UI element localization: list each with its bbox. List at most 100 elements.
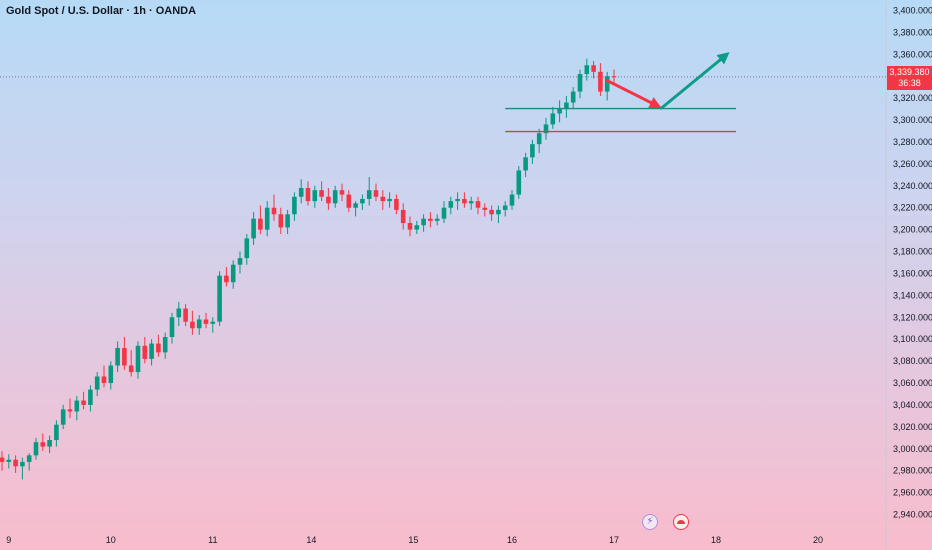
candle-body [591, 65, 596, 72]
candle-body [210, 321, 216, 324]
candle-body [224, 275, 229, 283]
y-tick-label: 3,180.000 [893, 247, 932, 257]
candle-body [190, 321, 195, 329]
candle-body [502, 205, 508, 210]
candle-body [550, 113, 556, 125]
annotation-arrows[interactable] [605, 52, 730, 110]
candle-body [604, 76, 610, 92]
candle-body [40, 442, 46, 447]
candle-body [312, 190, 318, 202]
candle-body [6, 459, 12, 462]
horizontal-levels[interactable] [505, 107, 736, 133]
candle-body [598, 71, 603, 92]
y-tick-label: 3,120.000 [893, 312, 932, 322]
y-tick-label: 3,240.000 [893, 181, 932, 191]
y-tick-label: 3,020.000 [893, 422, 932, 432]
x-tick-label: 11 [208, 535, 217, 545]
candle-body [230, 264, 236, 283]
candles-group [0, 58, 617, 480]
candle-body [237, 258, 243, 265]
candle-body [584, 65, 590, 75]
candle-body [47, 440, 52, 447]
candle-body [319, 190, 324, 197]
y-tick-label: 3,260.000 [893, 159, 932, 169]
candle-body [366, 190, 372, 199]
candle-body [346, 194, 352, 208]
candle-body [360, 198, 365, 204]
y-tick-label: 3,280.000 [893, 137, 932, 147]
candle-body [81, 400, 86, 405]
x-tick-label: 9 [6, 535, 11, 545]
candle-body [13, 459, 18, 467]
candle-body [217, 275, 222, 322]
candle-body [509, 194, 515, 206]
candle-body [122, 347, 127, 366]
candle-body [251, 218, 256, 239]
flag-icon[interactable] [673, 514, 689, 530]
candle-body [611, 76, 617, 78]
y-tick-label: 3,200.000 [893, 225, 932, 235]
candle-body [489, 209, 494, 215]
candle-body [94, 376, 100, 390]
candle-body [128, 365, 134, 373]
candle-body [88, 389, 93, 405]
candle-body [448, 201, 454, 208]
y-tick-label: 2,980.000 [893, 466, 932, 476]
candle-body [60, 409, 66, 425]
y-tick-label: 3,160.000 [893, 268, 932, 278]
y-tick-label: 3,400.000 [893, 5, 932, 15]
candle-body [115, 347, 120, 366]
y-tick-label: 3,140.000 [893, 290, 932, 300]
candle-body [156, 343, 161, 353]
y-tick-label: 3,380.000 [893, 27, 932, 37]
candle-body [353, 203, 358, 208]
candle-body [108, 365, 114, 384]
candle-body [292, 196, 297, 215]
down-arrow-shaft [605, 79, 653, 105]
candle-body [142, 345, 148, 359]
candle-body [530, 144, 535, 158]
candle-body [434, 218, 440, 221]
candle-body [400, 209, 406, 224]
candle-body [407, 223, 413, 230]
time-axis[interactable]: 9 10 11 14 15 16 17 18 20 [6, 535, 823, 545]
candle-body [162, 337, 168, 353]
candle-body [455, 198, 460, 202]
y-tick-label: 3,360.000 [893, 49, 932, 59]
up-arrow-head [716, 52, 730, 65]
down-arrow-head [648, 97, 662, 108]
x-tick-label: 17 [609, 535, 619, 545]
x-tick-label: 10 [106, 535, 116, 545]
candle-body [0, 457, 5, 462]
y-tick-label: 3,220.000 [893, 203, 932, 213]
candle-body [516, 170, 522, 195]
x-tick-label: 15 [408, 535, 418, 545]
price-axis[interactable]: 3,400.0003,380.0003,360.0003,340.0003,32… [893, 5, 932, 519]
candle-body [387, 198, 392, 202]
candle-body [421, 218, 426, 226]
y-tick-label: 3,060.000 [893, 378, 932, 388]
candle-body [196, 319, 202, 329]
candle-body [149, 343, 154, 359]
y-tick-label: 2,940.000 [893, 510, 932, 520]
candle-body [536, 133, 542, 145]
candle-body [543, 124, 549, 134]
candle-body [285, 214, 290, 228]
candle-body [26, 455, 32, 462]
current-price-badge: 3,339.380 36:38 [887, 66, 932, 90]
candle-body [271, 207, 277, 215]
candle-body [74, 400, 80, 412]
candle-body [54, 424, 59, 441]
y-tick-label: 3,000.000 [893, 444, 932, 454]
candle-body [557, 109, 562, 114]
candle-body [298, 187, 304, 197]
y-tick-label: 3,080.000 [893, 356, 932, 366]
candle-body [462, 198, 467, 204]
lightning-icon[interactable]: ⚡ [642, 514, 658, 530]
chart-title: Gold Spot / U.S. Dollar · 1h · OANDA [6, 5, 197, 17]
y-tick-label: 3,100.000 [893, 334, 932, 344]
candle-body [523, 157, 528, 171]
candle-body [258, 218, 263, 230]
